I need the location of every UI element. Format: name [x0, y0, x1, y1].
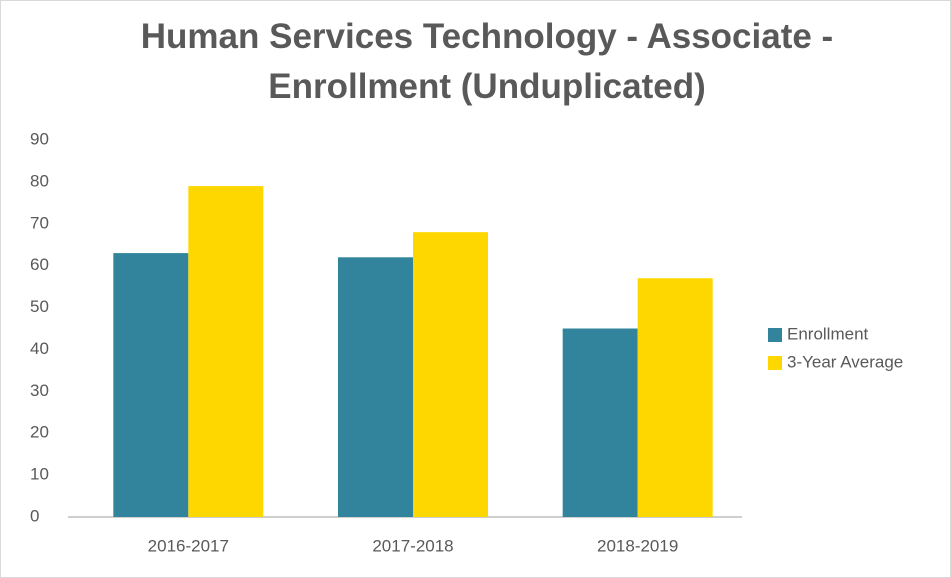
- legend-swatch: [768, 328, 782, 342]
- bar: [338, 257, 413, 517]
- chart-title: Human Services Technology - Associate - …: [140, 17, 834, 106]
- bar: [413, 232, 488, 517]
- y-tick-label: 80: [30, 171, 49, 190]
- x-tick-label: 2018-2019: [597, 536, 678, 555]
- legend-label: 3-Year Average: [787, 352, 903, 371]
- bar: [637, 278, 713, 517]
- y-tick-label: 60: [30, 255, 49, 274]
- y-tick-label: 30: [30, 381, 49, 400]
- bar: [113, 253, 189, 517]
- legend-swatch: [768, 356, 782, 370]
- y-tick-label: 90: [30, 129, 49, 148]
- legend-label: Enrollment: [787, 324, 869, 343]
- y-tick-label: 20: [30, 423, 49, 442]
- y-tick-label: 50: [30, 297, 49, 316]
- y-tick-label: 10: [30, 465, 49, 484]
- y-tick-label: 0: [30, 506, 39, 525]
- x-tick-label: 2016-2017: [148, 536, 229, 555]
- y-tick-label: 40: [30, 339, 49, 358]
- bar: [562, 328, 638, 517]
- y-tick-label: 70: [30, 213, 49, 232]
- x-tick-label: 2017-2018: [372, 536, 453, 555]
- bar: [188, 186, 264, 518]
